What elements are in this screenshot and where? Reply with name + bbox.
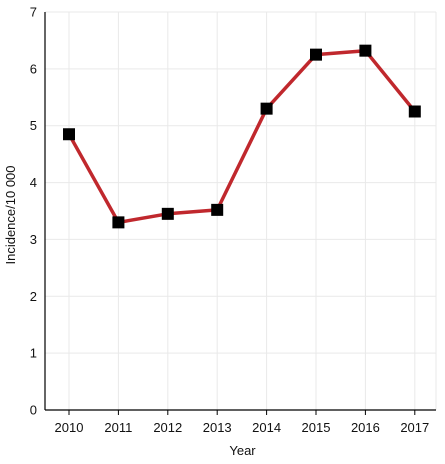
data-point-marker — [408, 105, 421, 118]
x-tick-label: 2010 — [55, 420, 84, 435]
y-tick-label: 0 — [30, 403, 37, 418]
y-axis-title: Incidence/10 000 — [3, 165, 18, 264]
y-tick-label: 5 — [30, 118, 37, 133]
y-tick-label: 3 — [30, 232, 37, 247]
series-line — [67, 48, 417, 225]
y-tick-label: 1 — [30, 346, 37, 361]
x-tick-label: 2016 — [351, 420, 380, 435]
y-tick-label: 4 — [30, 175, 37, 190]
data-point-marker — [310, 48, 322, 61]
x-tick-label: 2015 — [302, 420, 331, 435]
x-tick-label: 2017 — [400, 420, 429, 435]
y-tick-label: 7 — [30, 5, 37, 20]
data-point-marker — [211, 203, 224, 216]
x-tick-label: 2011 — [104, 420, 132, 435]
x-axis-ticks: 2010 2011 2012 2013 2014 2015 2016 2017 — [55, 420, 430, 435]
data-point-marker — [260, 102, 273, 115]
x-tick-label: 2012 — [153, 420, 182, 435]
y-axis-ticks: 0 1 2 3 4 5 6 7 — [30, 5, 37, 418]
y-tick-label: 2 — [30, 289, 37, 304]
data-series — [63, 44, 421, 229]
data-point-marker — [161, 207, 174, 220]
axes — [44, 12, 436, 415]
data-point-marker — [359, 44, 372, 57]
x-tick-label: 2014 — [252, 420, 281, 435]
x-tick-label: 2013 — [203, 420, 232, 435]
x-axis-title: Year — [229, 443, 256, 458]
gridlines — [45, 11, 437, 410]
data-point-marker — [112, 216, 125, 229]
data-point-marker — [63, 128, 75, 141]
y-tick-label: 6 — [30, 61, 37, 76]
